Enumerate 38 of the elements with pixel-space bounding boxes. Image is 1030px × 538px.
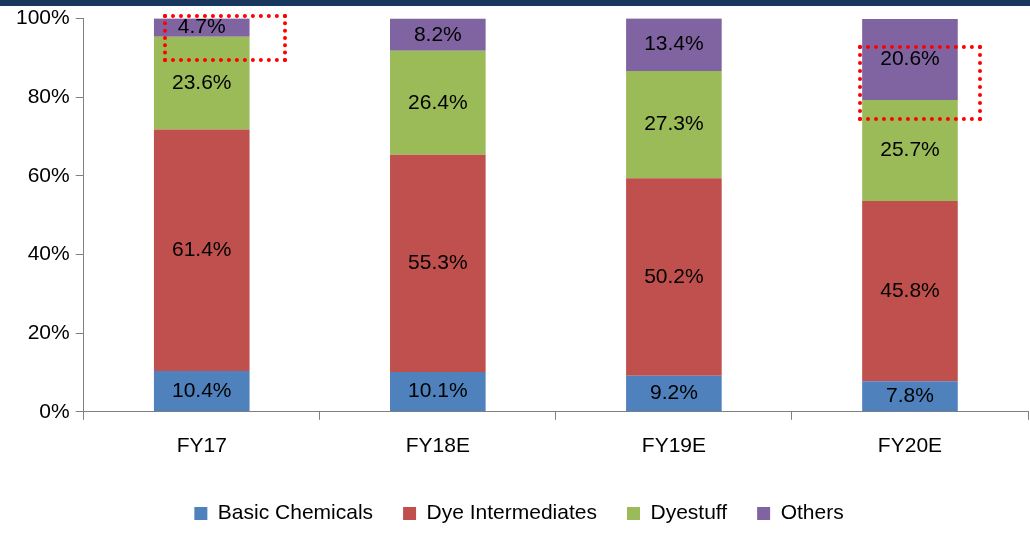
legend-label: Dye Intermediates — [426, 500, 597, 524]
y-tick-label: 20% — [27, 319, 70, 343]
bar — [626, 178, 722, 376]
legend-label: Dyestuff — [650, 500, 728, 524]
bar — [626, 70, 722, 179]
x-tick-label: FY18E — [405, 433, 470, 457]
bar — [626, 18, 722, 71]
data-label: 13.4% — [644, 31, 704, 55]
data-label: 10.1% — [408, 378, 468, 402]
bar — [390, 50, 486, 155]
bar — [153, 129, 250, 371]
bar — [862, 201, 958, 382]
data-label: 50.2% — [644, 263, 704, 287]
bar — [390, 154, 486, 373]
legend-label: Basic Chemicals — [217, 500, 374, 524]
x-tick-label: FY19E — [641, 433, 706, 457]
data-label: 7.8% — [886, 383, 934, 407]
data-label: 27.3% — [644, 111, 704, 135]
data-label: 45.8% — [880, 277, 940, 301]
y-tick-label: 80% — [27, 84, 70, 108]
data-label: 20.6% — [880, 46, 940, 70]
data-label: 61.4% — [171, 236, 232, 260]
data-label: 55.3% — [408, 250, 468, 274]
data-label: 4.7% — [177, 14, 226, 38]
data-label: 8.2% — [413, 21, 462, 45]
y-tick-label: 40% — [27, 241, 70, 265]
y-tick-label: 60% — [27, 162, 70, 186]
data-label: 9.2% — [649, 380, 698, 404]
bar — [390, 372, 486, 412]
y-tick-label: 100% — [15, 5, 70, 29]
data-label: 23.6% — [171, 69, 232, 93]
data-label: 10.4% — [171, 377, 232, 401]
x-tick-label: FY17 — [176, 433, 227, 457]
data-label: 25.7% — [880, 137, 940, 161]
legend-label: Others — [780, 500, 844, 524]
y-tick-label: 0% — [39, 398, 70, 422]
x-tick-label: FY20E — [877, 433, 943, 457]
data-label: 26.4% — [408, 89, 468, 113]
